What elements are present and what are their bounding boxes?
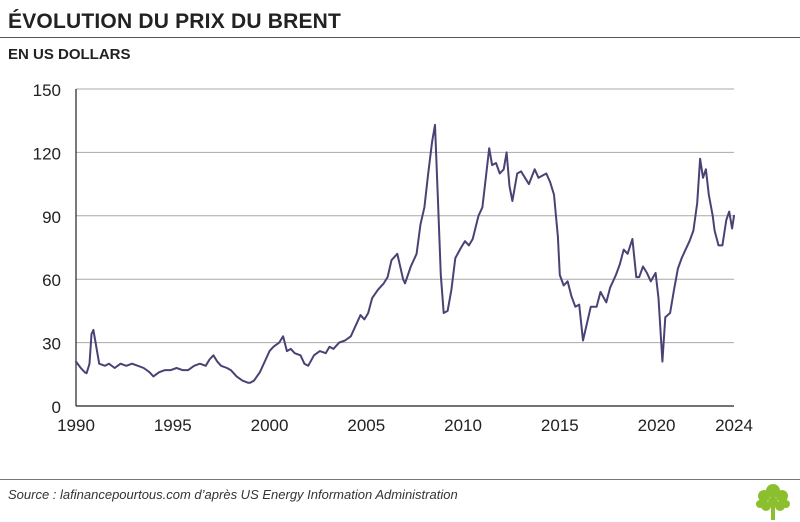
y-tick-label-150: 150	[33, 81, 61, 100]
x-tick-label-2005: 2005	[347, 416, 385, 435]
y-tick-label-120: 120	[33, 144, 61, 163]
y-tick-label-30: 30	[42, 335, 61, 354]
x-tick-label-1990: 1990	[57, 416, 95, 435]
x-tick-label-2010: 2010	[444, 416, 482, 435]
logo-leaf-2	[776, 490, 788, 502]
title-divider	[0, 37, 800, 38]
footer-divider	[0, 479, 800, 480]
logo-leaf-5	[768, 497, 778, 507]
x-tick-label-2000: 2000	[251, 416, 289, 435]
logo-trunk	[771, 502, 775, 520]
logo-leaf-7	[782, 500, 790, 508]
x-tick-label-1995: 1995	[154, 416, 192, 435]
y-axis-ticks: 0 30 60 90 120 150	[33, 81, 61, 417]
tree-logo-icon	[756, 484, 790, 520]
y-tick-label-60: 60	[42, 271, 61, 290]
brent-price-chart: 0 30 60 90 120 150 1990 1995 2000 2005 2010 2015 20…	[33, 81, 753, 435]
y-tick-label-90: 90	[42, 208, 61, 227]
grid-lines	[75, 88, 734, 407]
chart-subtitle: EN US DOLLARS	[8, 46, 131, 63]
y-tick-label-0: 0	[52, 398, 61, 417]
series-layer	[75, 123, 735, 384]
logo-leaf-6	[756, 500, 764, 508]
x-tick-label-2020: 2020	[638, 416, 676, 435]
source-note: Source : lafinancepourtous.com d’après U…	[8, 487, 458, 502]
x-axis-ticks: 1990 1995 2000 2005 2010 2015 2020 2024	[57, 416, 753, 435]
x-tick-label-2024: 2024	[715, 416, 753, 435]
series-line-brent	[75, 123, 735, 384]
x-tick-label-2015: 2015	[541, 416, 579, 435]
logo-leaf-1	[758, 490, 770, 502]
chart-title: ÉVOLUTION DU PRIX DU BRENT	[8, 10, 342, 33]
